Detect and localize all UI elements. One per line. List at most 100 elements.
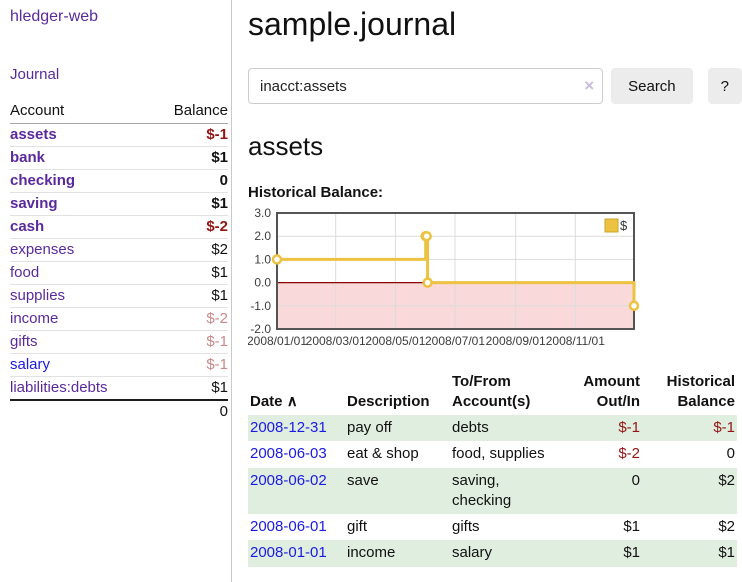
account-row: cash $-2 (10, 215, 228, 239)
transaction-accounts-cell: food, supplies (452, 445, 545, 463)
transaction-description-cell: pay off (347, 419, 392, 436)
accounts-header-account: Account (10, 99, 151, 124)
legend-swatch (604, 218, 619, 233)
y-tick-label: -1.0 (250, 299, 271, 313)
y-tick-label: -2.0 (250, 322, 271, 336)
account-heading: assets (248, 131, 324, 161)
register-header-balance: Historical Balance (666, 373, 735, 410)
account-row: bank $1 (10, 146, 228, 170)
sidebar-account-link-expenses[interactable]: expenses (10, 241, 75, 258)
register-header-row: Date ∧ Description To/From Account(s) Am… (248, 370, 737, 415)
data-point-marker (271, 254, 283, 265)
account-row: expenses $2 (10, 238, 228, 262)
search-box: × (248, 68, 604, 104)
account-row: liabilities:debts $1 (10, 376, 228, 400)
x-tick-label: 2008/07/01 (425, 334, 485, 348)
sidebar: hledger-web Journal Account Balance asse… (0, 0, 232, 582)
transaction-description-cell: gift (347, 518, 368, 535)
data-point-marker (421, 230, 432, 242)
transaction-date-cell: 2008-06-02 (248, 468, 345, 515)
balance-chart: $3.0 2.0 1.0 0.0 -1.0 -2.02008/01/012008/03/0… (248, 206, 640, 348)
data-point-marker (422, 277, 433, 288)
register-row[interactable]: 2008-06-03 eat & shop food, supplies $-2 0 (248, 441, 737, 467)
sidebar-account-link-assets[interactable]: assets (10, 126, 57, 143)
transaction-amount-cell: $1 (623, 544, 640, 562)
sidebar-account-link-food[interactable]: food (10, 264, 40, 281)
sidebar-account-link-cash[interactable]: cash (10, 218, 45, 235)
help-button[interactable]: ? (707, 68, 742, 104)
account-row: gifts $-1 (10, 330, 228, 354)
y-tick-label: 2.0 (254, 229, 271, 243)
transaction-accounts-cell: saving, checking (452, 471, 512, 509)
account-balance: $2 (150, 238, 228, 262)
transaction-description-cell: income (347, 544, 396, 562)
transaction-amount-cell: $-2 (618, 445, 640, 463)
sidebar-account-link-liabilities-debts[interactable]: liabilities:debts (10, 379, 108, 396)
transaction-balance-cell: $2 (718, 471, 735, 489)
x-tick-label: 2008/03/01 (306, 334, 366, 348)
transaction-amount-cell: $1 (623, 518, 640, 535)
accounts-body: assets $-1 bank $1 checking 0 saving $1 cash $-2 e… (10, 124, 228, 400)
sidebar-item-journal[interactable]: Journal (10, 66, 60, 83)
transaction-description-cell: save (347, 471, 379, 489)
transaction-description-cell: eat & shop (347, 445, 419, 463)
page-title: sample.journal (248, 6, 457, 42)
transaction-date-cell: 2008-06-03 (248, 441, 345, 467)
y-tick-label: 0.0 (254, 276, 271, 290)
sidebar-account-link-supplies[interactable]: supplies (10, 287, 66, 304)
date-header-label: Date (250, 392, 283, 410)
account-balance: $-2 (150, 307, 228, 331)
sidebar-account-link-bank[interactable]: bank (10, 149, 46, 166)
account-balance: $1 (150, 192, 228, 216)
search-button[interactable]: Search (611, 68, 693, 104)
clear-search-icon[interactable]: × (584, 76, 595, 95)
transaction-accounts-cell: salary (452, 544, 493, 562)
sidebar-account-link-salary[interactable]: salary (10, 356, 51, 373)
register-row[interactable]: 2008-06-02 save saving, checking 0 $2 (248, 467, 737, 515)
account-balance: $1 (150, 261, 228, 285)
accounts-total-spacer (10, 399, 151, 423)
account-balance: $-2 (150, 215, 228, 239)
sort-asc-icon: ∧ (286, 392, 298, 410)
sidebar-account-link-gifts[interactable]: gifts (10, 333, 38, 350)
x-tick-label: 2008/05/01 (365, 334, 425, 348)
register-row[interactable]: 2008-01-01 income salary $1 $1 (248, 540, 737, 567)
transaction-balance-cell: $-1 (713, 419, 735, 436)
account-balance: 0 (150, 169, 228, 193)
sidebar-account-link-saving[interactable]: saving (10, 195, 58, 212)
transaction-balance-cell: $1 (718, 544, 735, 562)
account-balance: $-1 (150, 330, 228, 354)
transaction-accounts-cell: debts (452, 419, 489, 436)
register-body: 2008-12-31 pay off debts $-1 $-1 2008-06-03 ea… (248, 415, 737, 567)
sidebar-account-link-income[interactable]: income (10, 310, 59, 327)
account-balance: $1 (150, 284, 228, 308)
register-header-amount: Amount Out/In (583, 373, 640, 410)
accounts-total-row: 0 (10, 399, 228, 423)
transaction-date-link[interactable]: 2008-06-03 (250, 445, 327, 463)
legend-label: $ (620, 218, 628, 233)
search-input[interactable] (248, 68, 604, 104)
x-tick-label: 2008/11/01 (546, 334, 605, 348)
transaction-date-link[interactable]: 2008-06-01 (250, 518, 327, 535)
register-header-date[interactable]: Date ∧ (248, 370, 345, 415)
register-row[interactable]: 2008-06-01 gift gifts $1 $2 (248, 514, 737, 540)
account-row: assets $-1 (10, 124, 228, 147)
app-title-link[interactable]: hledger-web (10, 8, 99, 25)
accounts-total-value: 0 (150, 399, 228, 423)
transaction-date-cell: 2008-01-01 (248, 540, 345, 566)
transaction-date-cell: 2008-06-01 (248, 514, 345, 540)
transaction-date-link[interactable]: 2008-06-02 (250, 471, 327, 489)
account-row: income $-2 (10, 307, 228, 331)
register-header-accounts: To/From Account(s) (452, 373, 531, 410)
account-row: salary $-1 (10, 353, 228, 377)
account-balance: $-1 (150, 353, 228, 377)
sidebar-account-link-checking[interactable]: checking (10, 172, 76, 189)
account-row: checking 0 (10, 169, 228, 193)
account-row: supplies $1 (10, 284, 228, 308)
register-row[interactable]: 2008-12-31 pay off debts $-1 $-1 (248, 415, 737, 442)
account-row: saving $1 (10, 192, 228, 216)
transaction-date-link[interactable]: 2008-01-01 (250, 544, 327, 562)
transaction-date-link[interactable]: 2008-12-31 (250, 419, 327, 436)
chart-title: Historical Balance: (248, 184, 384, 201)
y-tick-label: 3.0 (254, 206, 271, 220)
